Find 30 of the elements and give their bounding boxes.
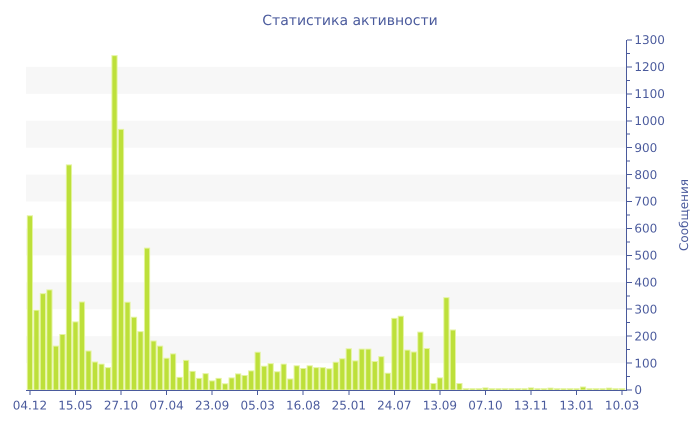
y-tick-label: 500 <box>634 248 658 263</box>
x-tick-label: 24.07 <box>377 398 412 412</box>
chart-title: Статистика активности <box>262 12 438 29</box>
x-tick-label: 04.12 <box>12 398 48 412</box>
y-axis-title: Сообщения <box>676 178 691 252</box>
x-tick-label: 15.05 <box>58 398 93 412</box>
x-tick-label: 23.09 <box>194 398 230 412</box>
y-tick-label: 300 <box>634 302 658 316</box>
y-tick-label: 1100 <box>634 87 665 102</box>
y-tick-label: 900 <box>634 140 658 155</box>
y-tick-label: 0 <box>634 383 642 398</box>
x-tick-label: 07.10 <box>468 398 503 412</box>
y-tick-label: 1300 <box>634 33 665 48</box>
x-tick-label: 13.11 <box>514 398 548 412</box>
x-tick-label: 10.03 <box>604 398 640 412</box>
x-tick-label: 13.01 <box>559 398 594 412</box>
y-tick-label: 100 <box>634 356 658 370</box>
x-tick-label: 13.09 <box>422 398 458 412</box>
y-tick-label: 600 <box>634 222 658 236</box>
x-tick-label: 27.10 <box>104 398 138 412</box>
y-tick-label: 1200 <box>634 60 665 74</box>
x-tick-label: 25.01 <box>332 398 366 412</box>
x-tick-label: 16.08 <box>286 398 320 412</box>
y-tick-label: 800 <box>634 168 658 182</box>
y-tick-label: 700 <box>634 194 658 209</box>
y-tick-label: 200 <box>634 329 658 344</box>
y-tick-label: 400 <box>634 276 658 290</box>
x-tick-label: 07.04 <box>149 398 184 412</box>
y-tick-label: 1000 <box>634 114 665 128</box>
x-tick-label: 05.03 <box>240 398 275 412</box>
